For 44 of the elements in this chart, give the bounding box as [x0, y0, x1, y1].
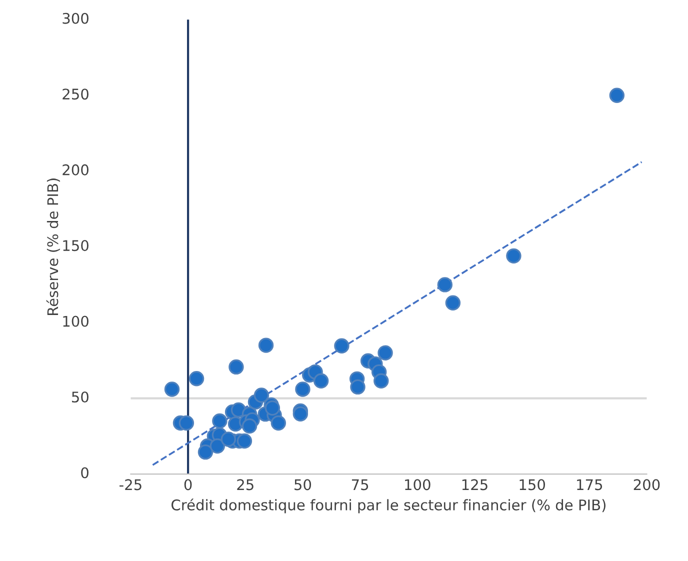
point: [374, 373, 389, 388]
x-tick-label: 125: [462, 479, 488, 490]
point: [212, 413, 228, 429]
point: [313, 373, 329, 388]
point: [210, 438, 226, 454]
point: [292, 406, 308, 422]
x-tick-label: -25: [120, 479, 142, 490]
x-tick-label: 150: [520, 479, 545, 490]
y-tick-label: 0: [81, 467, 88, 478]
point: [609, 88, 625, 103]
point: [188, 371, 204, 386]
x-tick-label: 200: [634, 479, 660, 490]
point: [295, 382, 310, 397]
y-tick-label: 100: [63, 316, 88, 327]
y-tick-label: 300: [62, 12, 88, 24]
y-tick-label: 250: [62, 88, 88, 100]
y-tick-label: 200: [62, 164, 88, 176]
point: [220, 432, 236, 447]
point: [254, 388, 270, 403]
point: [378, 345, 393, 360]
point: [164, 382, 180, 397]
point: [242, 418, 258, 434]
y-axis-title: Réserve (% de PIB): [46, 178, 60, 315]
x-tick-label: 75: [352, 479, 368, 490]
point: [178, 415, 194, 431]
x-axis-title: Crédit domestique fourni par le secteur financier (% de PIB): [172, 498, 606, 514]
x-tick-label: 175: [577, 479, 602, 490]
point: [506, 248, 522, 264]
point: [198, 444, 214, 460]
point: [334, 338, 350, 354]
y-tick-label: 150: [63, 240, 88, 252]
point: [228, 359, 244, 375]
point: [264, 400, 280, 416]
x-tick-label: 0: [184, 479, 192, 490]
point: [350, 379, 366, 395]
point: [437, 277, 453, 292]
x-tick-label: 100: [405, 479, 430, 490]
x-tick-label: 50: [294, 479, 312, 490]
point: [445, 295, 461, 310]
x-tick-label: 25: [237, 479, 254, 490]
point: [258, 338, 274, 353]
point: [236, 433, 252, 449]
point: [270, 415, 286, 431]
y-tick-label: 50: [72, 392, 88, 403]
